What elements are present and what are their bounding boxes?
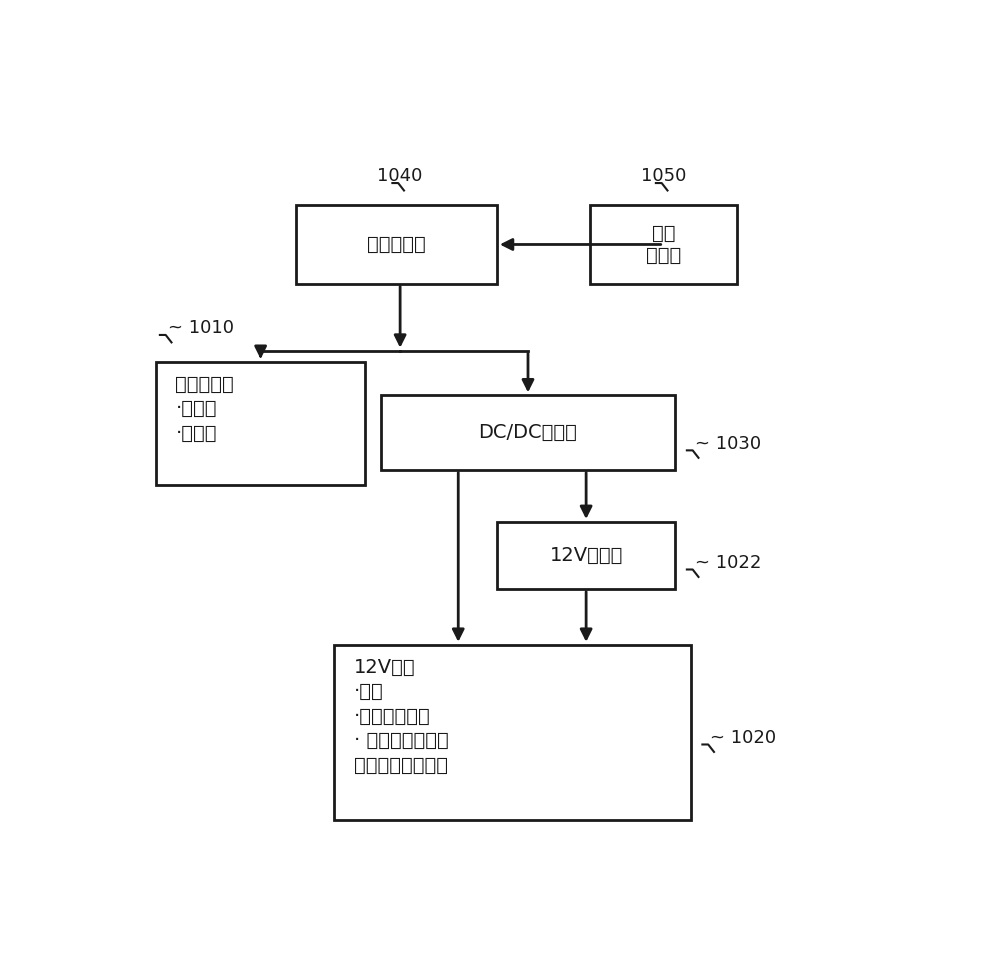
Bar (381, 396, 675, 470)
Text: 1050: 1050 (641, 166, 686, 185)
Text: 12V系统: 12V系统 (354, 658, 415, 677)
Text: ·空调: ·空调 (354, 682, 383, 701)
Text: DC/DC变频器: DC/DC变频器 (479, 423, 577, 442)
Text: 充电器: 充电器 (646, 247, 681, 265)
Bar (156, 362, 365, 484)
Text: ~ 1010: ~ 1010 (168, 319, 234, 337)
Text: ·逆变器: ·逆变器 (175, 424, 217, 443)
Text: ~ 1022: ~ 1022 (695, 554, 761, 571)
Bar (334, 645, 691, 820)
Text: 高电压电池: 高电压电池 (367, 235, 426, 254)
Bar (296, 205, 497, 283)
Bar (590, 205, 737, 283)
Text: · 车灯、雨刷器等: · 车灯、雨刷器等 (354, 731, 448, 750)
Text: 1040: 1040 (377, 166, 423, 185)
Bar (497, 522, 675, 589)
Text: （车辆电气系统）: （车辆电气系统） (354, 756, 448, 775)
Text: 12V铅电池: 12V铅电池 (549, 545, 623, 565)
Text: ~ 1030: ~ 1030 (695, 434, 761, 453)
Text: 车载: 车载 (652, 223, 675, 243)
Text: 高电压系统: 高电压系统 (175, 374, 234, 394)
Text: ~ 1020: ~ 1020 (710, 729, 776, 747)
Text: ·电动助力转向: ·电动助力转向 (354, 707, 430, 725)
Text: ·电动机: ·电动机 (175, 399, 217, 418)
